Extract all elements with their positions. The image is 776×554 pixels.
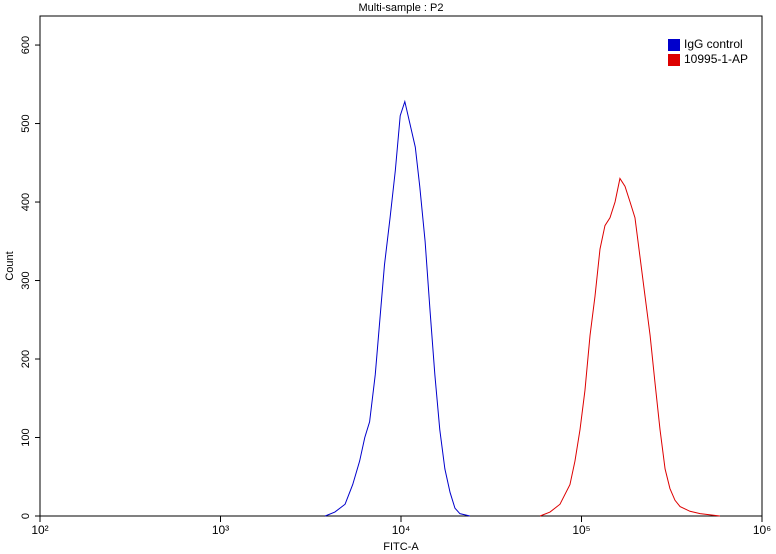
chart-title: Multi-sample : P2 — [359, 2, 444, 14]
x-tick-label: 10⁴ — [392, 523, 411, 537]
y-tick-label: 200 — [20, 350, 32, 368]
histogram-line — [324, 99, 471, 517]
y-axis-label: Count — [4, 251, 16, 280]
x-tick-label: 10³ — [212, 523, 229, 537]
y-tick-label: 0 — [20, 513, 32, 519]
y-tick-label: 400 — [20, 193, 32, 211]
x-tick-label: 10² — [31, 523, 48, 537]
plot-frame — [39, 15, 763, 517]
legend-swatch — [668, 54, 680, 66]
y-tick-label: 500 — [20, 114, 32, 132]
histogram-line — [539, 177, 720, 517]
x-tick-label: 10⁵ — [572, 523, 590, 537]
legend-label: 10995-1-AP — [684, 52, 748, 66]
legend-label: IgG control — [684, 37, 743, 51]
x-axis-label: FITC-A — [383, 541, 419, 553]
y-tick-label: 100 — [20, 428, 32, 446]
x-tick-label: 10⁶ — [753, 523, 771, 537]
y-tick-label: 600 — [20, 36, 32, 54]
legend-swatch — [668, 39, 680, 51]
y-tick-label: 300 — [20, 271, 32, 289]
